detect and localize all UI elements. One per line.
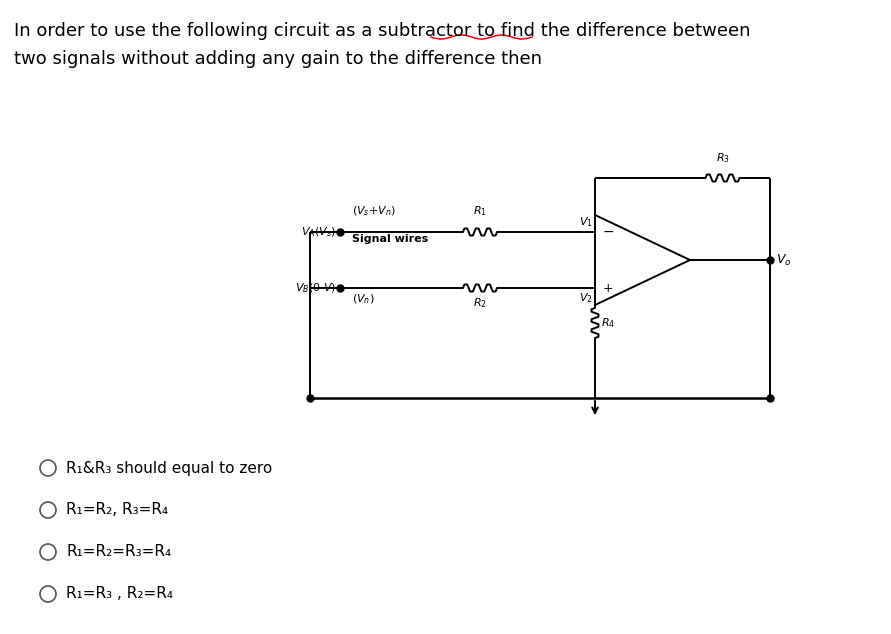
Text: $V_2$: $V_2$ — [579, 291, 593, 305]
Text: $R_4$: $R_4$ — [601, 316, 616, 330]
Text: $R_3$: $R_3$ — [715, 151, 730, 165]
Text: $(V_n)$: $(V_n)$ — [352, 292, 374, 306]
Text: R₁&R₃ should equal to zero: R₁&R₃ should equal to zero — [66, 460, 273, 476]
Text: two signals without adding any gain to the difference then: two signals without adding any gain to t… — [14, 50, 542, 68]
Text: $V_A(V_s)$: $V_A(V_s)$ — [301, 225, 336, 239]
Text: Signal wires: Signal wires — [352, 234, 429, 244]
Text: $V_B(0\ V)$: $V_B(0\ V)$ — [295, 281, 336, 295]
Text: R₁=R₃ , R₂=R₄: R₁=R₃ , R₂=R₄ — [66, 586, 173, 602]
Text: −: − — [603, 225, 615, 239]
Text: $(V_s{+}V_n)$: $(V_s{+}V_n)$ — [352, 204, 396, 218]
Text: +: + — [603, 281, 614, 295]
Text: $V_o$: $V_o$ — [776, 252, 791, 268]
Text: $V_1$: $V_1$ — [579, 215, 593, 229]
Text: R₁=R₂=R₃=R₄: R₁=R₂=R₃=R₄ — [66, 545, 171, 559]
Text: R₁=R₂, R₃=R₄: R₁=R₂, R₃=R₄ — [66, 503, 168, 517]
Text: $R_2$: $R_2$ — [473, 296, 487, 310]
Text: $R_1$: $R_1$ — [473, 204, 487, 218]
Text: In order to use the following circuit as a subtractor to find the difference bet: In order to use the following circuit as… — [14, 22, 750, 40]
